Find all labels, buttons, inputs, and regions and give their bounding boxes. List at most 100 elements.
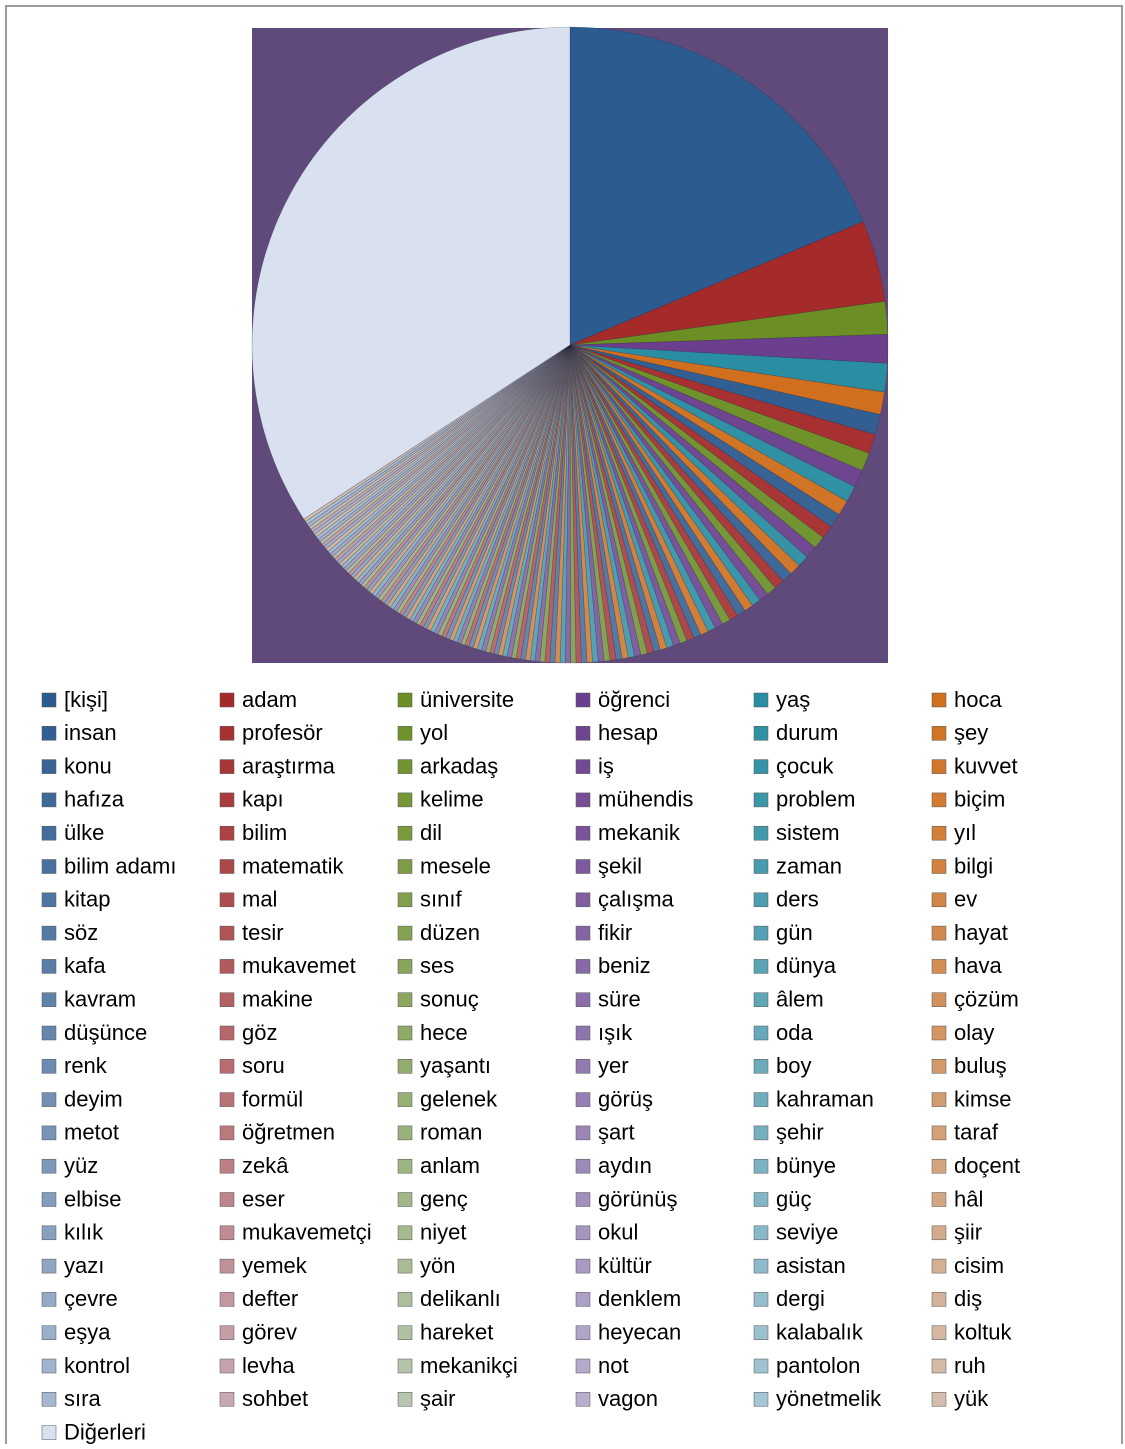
legend-swatch [219,1158,235,1174]
legend-swatch [575,1325,591,1340]
pie-slice [569,344,668,651]
legend-swatch [575,925,591,941]
legend-swatch [575,1025,591,1041]
pie-slice [569,344,611,662]
legend-label: hafıza [64,787,125,812]
legend-swatch [397,1392,413,1407]
legend-swatch [397,825,413,841]
pie-slice [386,344,571,608]
pie-slice [506,344,571,658]
legend-swatch [219,1225,235,1241]
legend-swatch [41,892,57,908]
pie-slice [374,344,571,600]
pie-slice [464,344,571,647]
legend-label: levha [242,1353,295,1378]
pie-slice [497,344,571,657]
legend-swatch [753,692,769,708]
legend-swatch [753,959,769,974]
legend-swatch [931,825,947,841]
legend-label: çevre [64,1286,118,1311]
legend-swatch [41,1292,57,1307]
legend-label: dil [420,820,442,845]
legend-swatch [397,692,413,708]
legend-swatch [753,792,769,808]
pie-slice [569,344,731,625]
legend-label: görüş [598,1086,653,1111]
pie-slice [569,344,792,582]
legend-label: bilgi [954,853,993,878]
legend-label: şiir [954,1220,982,1245]
pie-slice [430,344,571,633]
legend-swatch [219,1025,235,1041]
legend-label: sınıf [420,887,462,912]
legend-label: zaman [776,853,842,878]
legend-swatch [575,1392,591,1407]
pie-slice [569,344,800,575]
legend-swatch [41,1092,57,1107]
legend-label: roman [420,1120,482,1145]
pie-slice [569,344,848,515]
legend-swatch [753,892,769,908]
legend-swatch [753,1358,769,1374]
legend-swatch [219,992,235,1007]
legend-swatch [931,759,947,774]
legend-swatch [397,1125,413,1141]
legend-swatch [931,726,947,741]
pie-slice [371,344,571,597]
legend-label: renk [64,1053,108,1078]
legend-swatch [41,825,57,841]
legend-label: düşünce [64,1020,147,1045]
legend-label: ışık [598,1020,633,1045]
legend-swatch [41,1158,57,1174]
pie-slice [520,344,571,661]
legend-label: pantolon [776,1353,860,1378]
legend-swatch [931,992,947,1007]
legend-label: gelenek [420,1086,498,1111]
pie-slice [511,344,571,659]
legend-label: adam [242,687,297,712]
legend-swatch [397,726,413,741]
pie-slice [315,344,571,540]
legend-label: buluş [954,1053,1007,1078]
legend-swatch [219,892,235,908]
legend-label: yol [420,720,448,745]
legend-label: problem [776,787,855,812]
pie-slice [452,344,571,643]
pie-slice [569,344,629,660]
pie-slice [329,344,571,557]
legend-swatch [753,1125,769,1141]
legend-swatch [397,1092,413,1107]
legend-swatch [753,1192,769,1207]
pie-slice [305,344,571,525]
pie-slice [419,344,571,628]
legend-label: boy [776,1053,811,1078]
pie-slice [456,344,571,645]
pie-slice [415,344,571,626]
pie-slice [251,26,571,520]
legend-swatch [931,1392,947,1407]
legend-label: bünye [776,1153,836,1178]
pie-slice [569,344,738,621]
legend-label: mesele [420,853,491,878]
pie-slice [433,344,571,635]
pie-slice [366,344,571,593]
pie-slice [441,344,571,639]
legend-swatch [397,1025,413,1041]
legend-label: kavram [64,987,136,1012]
legend-swatch [753,1258,769,1274]
pie-slice [358,344,571,586]
legend-swatch [575,1125,591,1141]
legend-swatch [753,825,769,841]
pie-slice [544,344,571,663]
legend-label: kelime [420,787,484,812]
legend-label: şekil [598,853,642,878]
legend-label: koltuk [954,1320,1012,1345]
legend-swatch [397,925,413,941]
pie-slice [529,344,571,662]
pie-slice [569,344,688,644]
legend-label: kapı [242,787,284,812]
legend-label: yönetmelik [776,1386,882,1411]
legend-label: kalabalık [776,1320,864,1345]
legend-label: şart [598,1120,635,1145]
legend-label: mukavemetçi [242,1220,372,1245]
